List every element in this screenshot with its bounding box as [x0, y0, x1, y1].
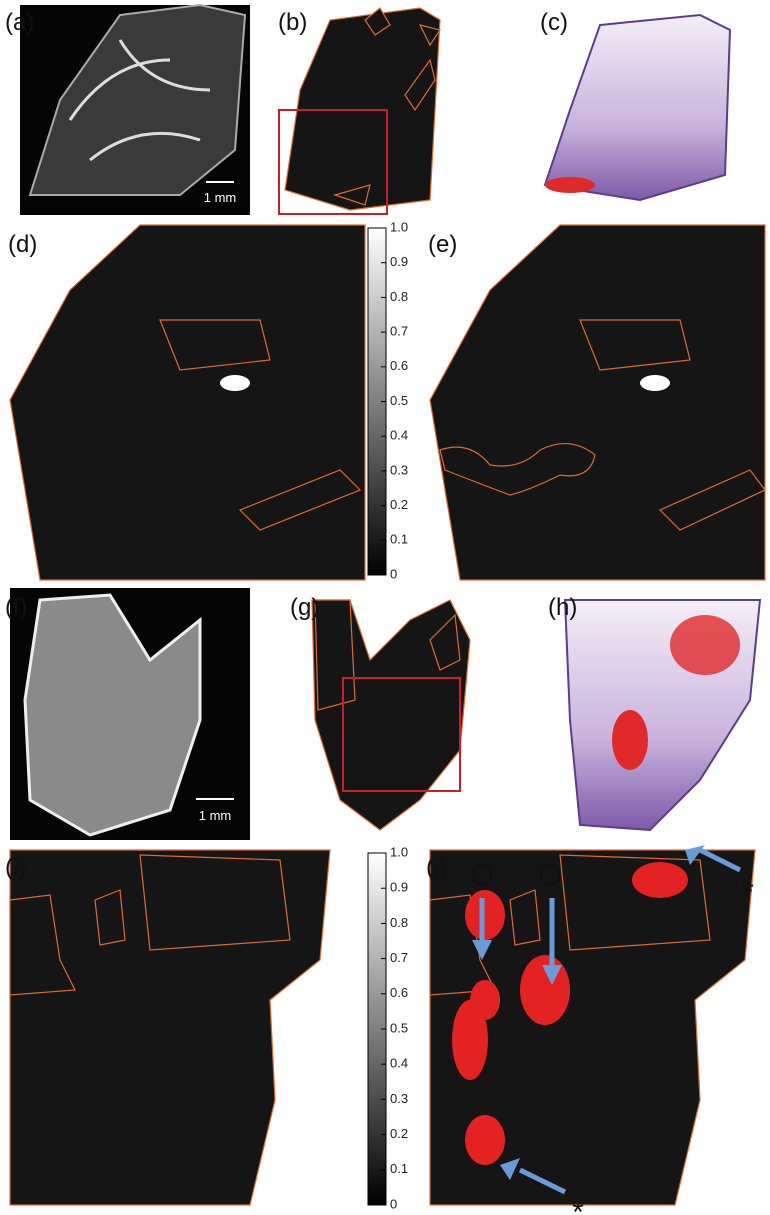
scale-bar-label: 1 mm	[204, 190, 237, 205]
annotation: *	[742, 876, 754, 909]
annotation: *	[572, 1196, 584, 1215]
colorbar-tick-label: 0.8	[390, 915, 408, 930]
colorbar-tick-label: 0.7	[390, 324, 408, 339]
colorbar-tick-label: 0.5	[390, 1020, 408, 1035]
colorbar-tick-label: 0.2	[390, 1126, 408, 1141]
panel-label: (h)	[548, 594, 577, 621]
panel-j	[430, 850, 755, 1205]
colorbar-tick-label: 0.6	[390, 985, 408, 1000]
panel-label: (c)	[540, 9, 568, 36]
panel-f: 1 mm	[10, 588, 250, 840]
panel-e	[430, 225, 765, 580]
colorbar-tick-label: 1.0	[390, 844, 408, 859]
panel-label: (b)	[278, 9, 307, 36]
panel-label: (e)	[428, 231, 457, 258]
annotation: O	[470, 859, 493, 892]
colorbar-tick-label: 0.5	[390, 393, 408, 408]
colorbar-tick-label: 0	[390, 1196, 397, 1211]
colorbar-tick-label: 0	[390, 566, 397, 581]
panel-c	[545, 15, 730, 200]
panel-label: (f)	[5, 594, 28, 621]
colorbar-tick-label: 0.3	[390, 462, 408, 477]
colorbar-tick-label: 0.2	[390, 497, 408, 512]
panel-h	[565, 600, 760, 830]
panel-d	[10, 225, 365, 580]
panel-a: 1 mm	[20, 5, 250, 215]
figure: 1 mm 1 mm (a) (b) (c) (d) (e) (f) (g) (h) (i) (j)…	[0, 0, 770, 1215]
colorbar-tick-label: 0.4	[390, 428, 408, 443]
scale-bar-label: 1 mm	[199, 808, 232, 823]
colorbar-tick-label: 0.4	[390, 1056, 408, 1071]
colorbar-tick-label: 0.7	[390, 950, 408, 965]
panel-label: (g)	[290, 594, 319, 621]
colorbar-tick-label: 0.6	[390, 358, 408, 373]
panel-b	[279, 8, 440, 214]
colorbar-tick-label: 0.9	[390, 254, 408, 269]
colorbar-tick-label: 0.1	[390, 1161, 408, 1176]
panel-i	[10, 850, 330, 1205]
colorbar-tick-label: 0.1	[390, 532, 408, 547]
panel-label: (j)	[426, 854, 447, 881]
colorbar-tick-label: 1.0	[390, 219, 408, 234]
annotation: O	[538, 859, 561, 892]
colorbar-tick-label: 0.3	[390, 1091, 408, 1106]
panel-g	[312, 600, 470, 830]
panel-label: (d)	[8, 231, 37, 258]
colorbar-tick-label: 0.8	[390, 289, 408, 304]
colorbar-tick-label: 0.9	[390, 880, 408, 895]
panel-label: (i)	[5, 854, 26, 881]
panel-label: (a)	[5, 9, 34, 36]
